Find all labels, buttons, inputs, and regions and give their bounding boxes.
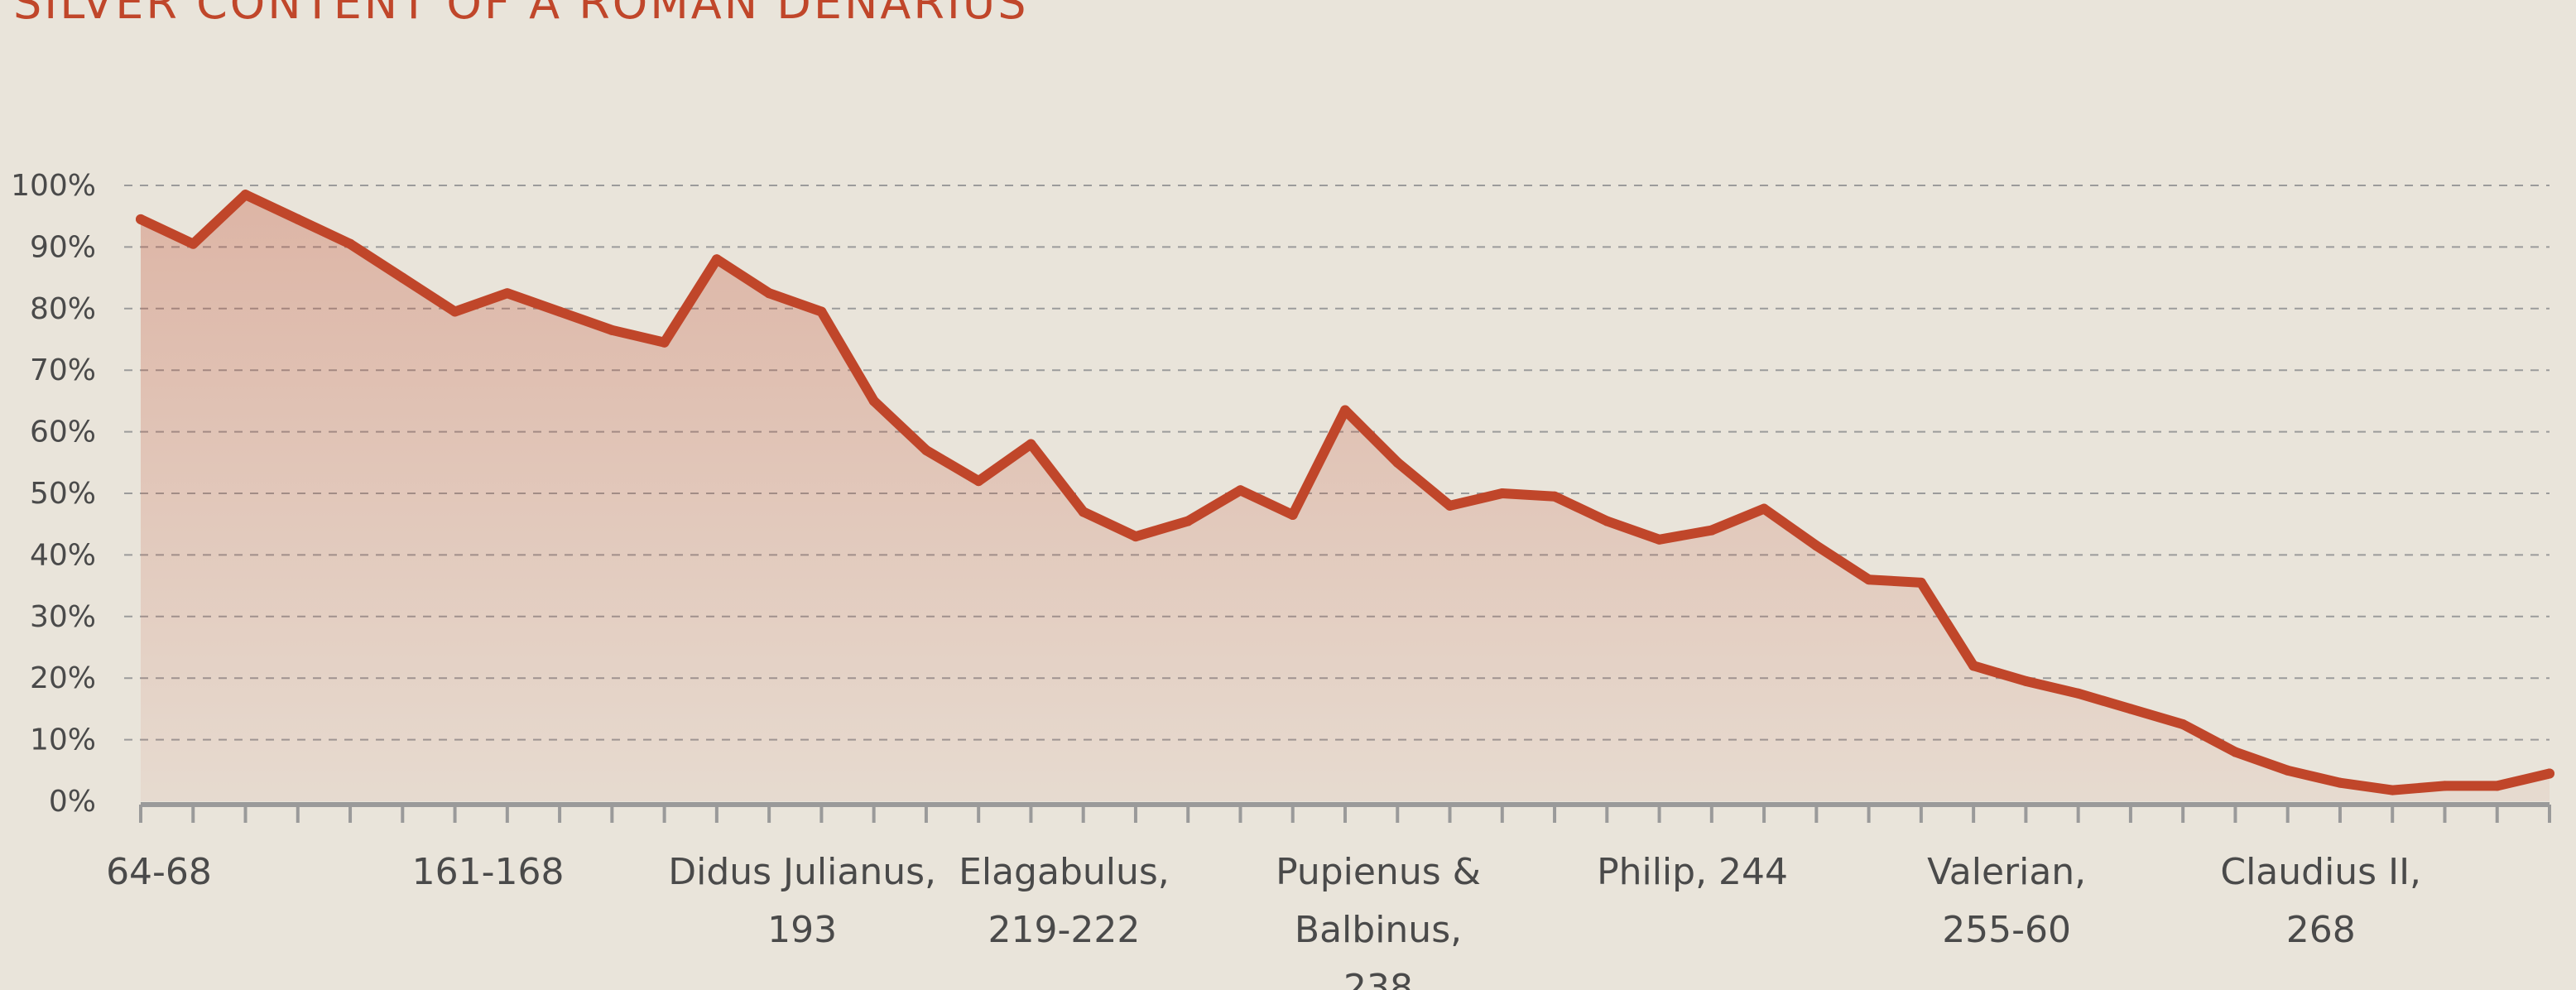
y-tick-label: 50% xyxy=(30,477,96,511)
data-point xyxy=(1863,574,1874,585)
data-point xyxy=(2178,719,2189,729)
x-tick-label: Valerian, 255-60 xyxy=(1927,851,2086,951)
data-point xyxy=(607,324,618,335)
y-tick-label: 100% xyxy=(11,169,96,203)
data-point xyxy=(1392,457,1403,468)
x-axis-labels: 64-68 161-168 Didus Julianus, 193Elagabulus… xyxy=(106,851,2421,990)
data-point xyxy=(1706,525,1717,536)
y-tick-label: 0% xyxy=(49,785,96,819)
x-tick-label: Claudius II, 268 xyxy=(2220,851,2421,951)
y-tick-label: 20% xyxy=(30,661,96,695)
chart-title: SILVER CONTENT OF A ROMAN DENARIUS xyxy=(13,0,1029,29)
x-tick-label: Elagabulus, 219-222 xyxy=(959,851,1170,951)
x-tick-label: 64-68 xyxy=(106,851,212,893)
x-tick-label: Philip, 244 xyxy=(1597,851,1788,893)
x-axis xyxy=(139,802,2551,823)
y-tick-label: 60% xyxy=(30,416,96,449)
data-point xyxy=(711,254,722,265)
data-point xyxy=(1811,541,1822,551)
data-point xyxy=(345,238,356,249)
data-point xyxy=(1759,503,1770,514)
x-tick-label: Didus Julianus, 193 xyxy=(668,851,936,951)
y-tick-label: 90% xyxy=(30,230,96,264)
y-tick-label: 80% xyxy=(30,292,96,326)
y-tick-label: 40% xyxy=(30,538,96,572)
data-point xyxy=(2073,688,2083,699)
data-point xyxy=(1287,510,1298,521)
data-point xyxy=(1130,531,1141,542)
data-point xyxy=(1602,516,1612,526)
data-point xyxy=(2334,777,2345,788)
data-area xyxy=(136,190,2554,801)
data-point xyxy=(1235,485,1246,496)
x-tick-label: 161-168 xyxy=(412,851,565,893)
data-point xyxy=(1183,516,1194,526)
data-point xyxy=(397,272,408,283)
data-point xyxy=(1340,405,1350,416)
data-point xyxy=(2492,781,2502,791)
data-point xyxy=(1444,500,1455,511)
data-point xyxy=(1026,439,1036,449)
data-point xyxy=(1968,661,1979,671)
data-point xyxy=(764,288,775,299)
data-point xyxy=(502,288,512,299)
y-tick-label: 10% xyxy=(30,723,96,757)
data-point xyxy=(2021,675,2031,686)
data-point xyxy=(2387,785,2398,795)
data-point xyxy=(1654,534,1665,545)
data-point xyxy=(2230,747,2241,757)
data-point xyxy=(973,476,984,487)
data-point xyxy=(1078,507,1089,517)
y-tick-label: 70% xyxy=(30,353,96,387)
data-point xyxy=(555,306,565,317)
data-point xyxy=(920,445,931,455)
data-point xyxy=(1550,491,1560,502)
data-point xyxy=(1915,577,1926,588)
data-point xyxy=(868,396,879,406)
y-axis-ticks: 0% 10% 20% 30% 40% 50% 60% 70% 80% 90% 100% xyxy=(11,169,96,819)
data-point xyxy=(292,214,303,224)
data-point xyxy=(136,214,146,224)
data-point xyxy=(659,337,670,348)
area-fill xyxy=(141,195,2550,801)
data-point xyxy=(2439,781,2450,791)
data-point xyxy=(240,190,251,200)
data-point xyxy=(449,306,460,317)
data-point xyxy=(1497,488,1507,498)
data-point xyxy=(2282,765,2293,776)
data-point xyxy=(2125,704,2136,714)
data-point xyxy=(2545,768,2554,779)
x-tick-label: Pupienus & Balbinus, 238 xyxy=(1276,851,1481,990)
data-point xyxy=(188,238,199,249)
y-tick-label: 30% xyxy=(30,600,96,634)
data-point xyxy=(816,306,827,317)
